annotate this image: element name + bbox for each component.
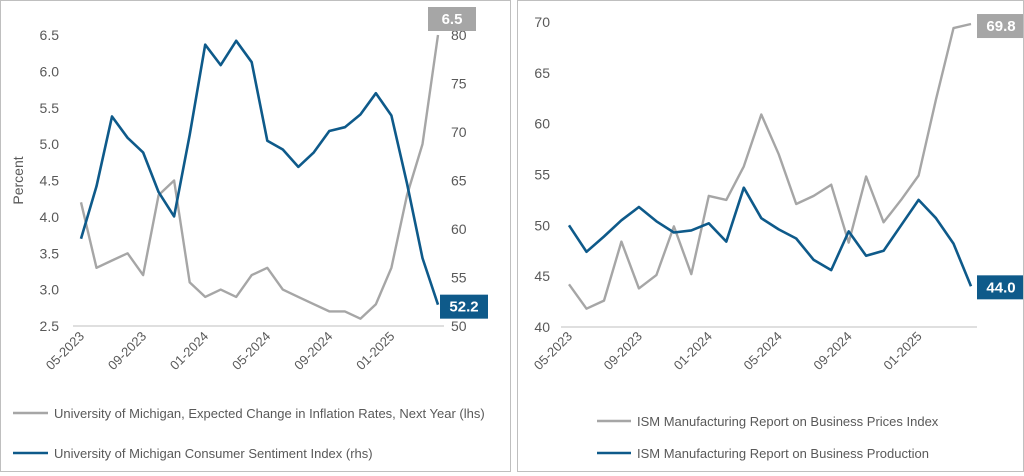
right-chart-svg: 40 45 50 55 60 65 70 05-2023 09-2023 01-2024 05-20…: [531, 14, 1024, 461]
left-chart-panel: 2.5 3.0 3.5 4.0 4.5 5.0 5.5 6.0 6.5 50 55 60 65 70 75 8…: [0, 0, 511, 472]
end-value-label: 44.0: [986, 279, 1015, 296]
y-left-tick-label: 3.5: [40, 245, 60, 261]
legend-label: ISM Manufacturing Report on Business Pro…: [637, 446, 929, 461]
left-chart-svg: 2.53.03.54.04.55.05.56.06.55055606570758…: [10, 7, 488, 461]
y-left-tick-label: 5.5: [40, 100, 60, 116]
legend-label: University of Michigan, Expected Change …: [54, 406, 485, 421]
y-right-tick-label: 50: [451, 318, 467, 334]
x-tick-label: 09-2023: [601, 329, 645, 373]
x-tick-label: 09-2023: [105, 329, 149, 373]
y-left-tick-label: 6.5: [40, 27, 60, 43]
x-tick-label: 05-2024: [229, 329, 273, 373]
y-left-tick-label: 2.5: [40, 318, 60, 334]
y-right-tick-label: 65: [451, 173, 467, 189]
x-tick-label: 09-2024: [810, 329, 854, 373]
y-right-tick-label: 60: [451, 221, 467, 237]
right-chart-panel: 40 45 50 55 60 65 70 05-2023 09-2023 01-2024 05-20…: [517, 0, 1024, 472]
x-tick-label: 01-2025: [880, 329, 924, 373]
y-left-tick-label: 50: [534, 217, 550, 233]
y-left-tick-label: 3.0: [40, 282, 60, 298]
series-line-gray: [568, 22, 972, 310]
y-left-tick-label: 6.0: [40, 63, 60, 79]
x-tick-label: 01-2024: [167, 329, 211, 373]
y-left-tick-label: 5.0: [40, 136, 60, 152]
end-value-label: 52.2: [449, 299, 478, 316]
y-left-tick-label: 4.0: [40, 209, 60, 225]
end-value-badge: [440, 294, 488, 319]
y-left-tick-label: 60: [534, 116, 550, 132]
end-value-badge: [977, 275, 1024, 300]
end-value-label: 69.8: [986, 18, 1015, 35]
y-right-tick-label: 70: [451, 124, 467, 140]
y-right-tick-label: 55: [451, 270, 467, 286]
series-line-gray: [79, 34, 440, 320]
x-tick-label: 01-2024: [671, 329, 715, 373]
y-left-tick-label: 40: [534, 319, 550, 335]
end-value-badge: [428, 7, 476, 31]
legend-label: University of Michigan Consumer Sentimen…: [54, 446, 373, 461]
y-left-tick-label: 65: [534, 65, 550, 81]
y-left-tick-label: 70: [534, 14, 550, 30]
y-left-tick-label: 4.5: [40, 173, 60, 189]
end-value-badge: [977, 14, 1024, 39]
x-tick-label: 01-2025: [353, 329, 397, 373]
x-tick-label: 05-2024: [741, 329, 785, 373]
y-axis-title: Percent: [10, 156, 26, 204]
y-left-tick-label: 45: [534, 268, 550, 284]
x-tick-label: 09-2024: [291, 329, 335, 373]
x-tick-label: 05-2023: [43, 329, 87, 373]
series-line-blue: [79, 39, 440, 306]
y-left-tick-label: 55: [534, 167, 550, 183]
y-right-tick-label: 75: [451, 76, 467, 92]
end-value-label: 6.5: [442, 11, 463, 28]
series-line-blue: [567, 186, 973, 287]
x-tick-label: 05-2023: [531, 329, 575, 373]
legend-label: ISM Manufacturing Report on Business Pri…: [637, 414, 939, 429]
